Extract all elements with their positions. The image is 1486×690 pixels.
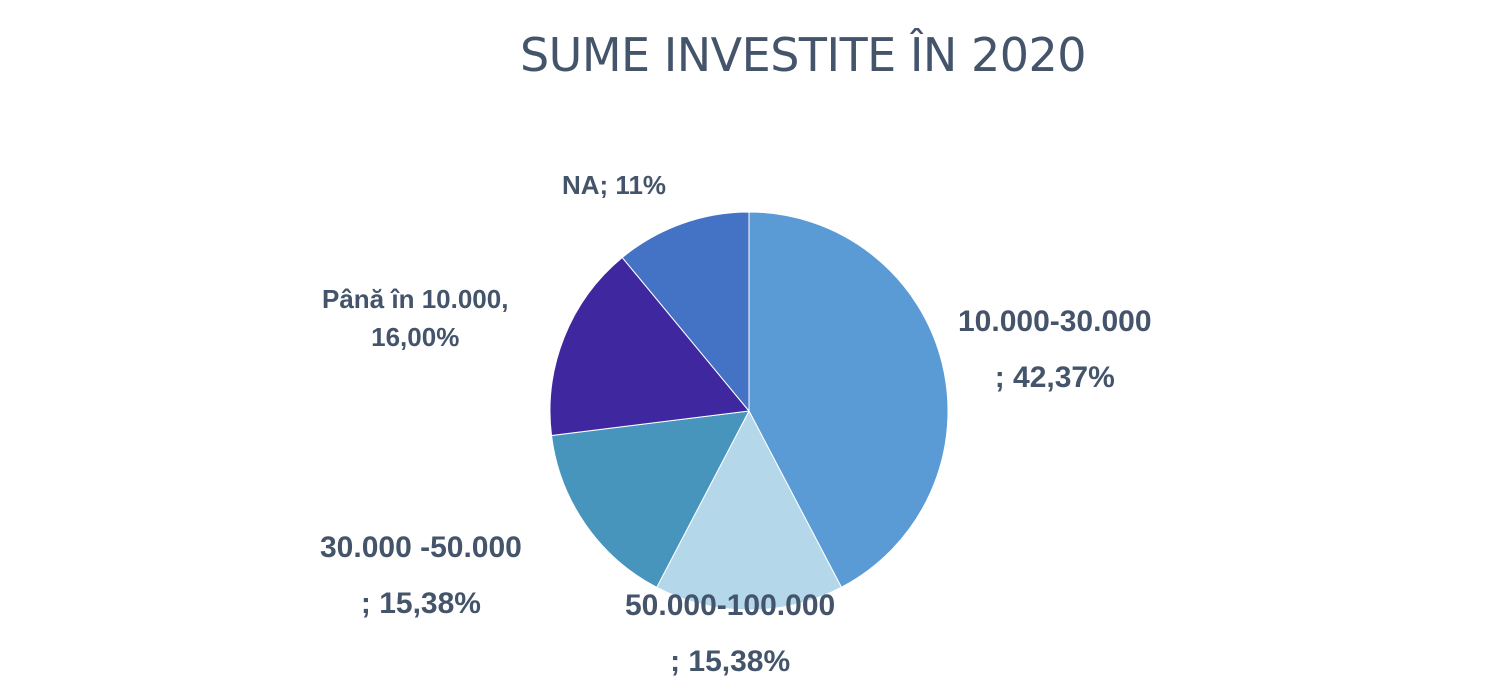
slice-label-pana-in-10000: Până în 10.000, 16,00%	[322, 280, 508, 356]
slice-label-text: 50.000-100.000	[625, 589, 836, 622]
slice-label-text: 10.000-30.000	[958, 305, 1152, 338]
slice-value-text: ; 15,38%	[670, 645, 791, 678]
slice-value-text: ; 15,38%	[360, 587, 481, 620]
slice-label-30000-50000: 30.000 -50.000 ; 15,38%	[320, 520, 522, 632]
pie-slice-2	[656, 409, 843, 611]
chart-title: SUME INVESTITE ÎN 2020	[519, 28, 1087, 82]
slice-value-text: ; 42,37%	[994, 361, 1115, 394]
slice-label-na: NA; 11%	[562, 166, 666, 204]
slice-label-10000-30000: 10.000-30.000 ; 42,37%	[958, 294, 1152, 406]
slice-value-text: 16,00%	[371, 322, 460, 352]
slice-label-text: Până în 10.000,	[322, 284, 509, 314]
slice-value-text: NA; 11%	[562, 170, 667, 200]
slice-label-text: 30.000 -50.000	[320, 531, 522, 564]
slice-label-50000-100000: 50.000-100.000 ; 15,38%	[625, 578, 835, 690]
pie-slice-5	[621, 211, 750, 413]
pie-slice-1	[748, 211, 949, 588]
pie-slice-3	[550, 410, 750, 588]
pie-slice-4	[549, 256, 750, 437]
